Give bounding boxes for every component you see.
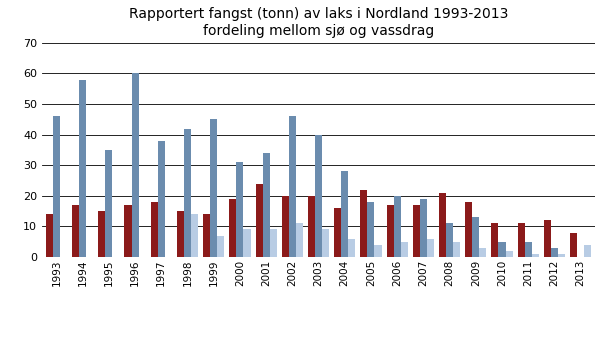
Bar <box>558 254 565 257</box>
Bar <box>374 245 382 257</box>
Bar <box>479 248 486 257</box>
Bar <box>551 248 558 257</box>
Bar <box>465 202 472 257</box>
Title: Rapportert fangst (tonn) av laks i Nordland 1993-2013
fordeling mellom sjø og va: Rapportert fangst (tonn) av laks i Nordl… <box>129 7 508 37</box>
Bar <box>72 205 79 257</box>
Bar <box>525 242 532 257</box>
Bar <box>132 74 139 257</box>
Bar <box>230 199 236 257</box>
Bar <box>401 242 407 257</box>
Bar <box>53 116 60 257</box>
Bar <box>367 202 374 257</box>
Bar <box>446 223 453 257</box>
Bar <box>322 230 329 257</box>
Bar <box>544 220 551 257</box>
Bar <box>570 232 577 257</box>
Bar <box>532 254 538 257</box>
Bar <box>492 223 498 257</box>
Bar <box>341 171 348 257</box>
Bar <box>517 223 525 257</box>
Bar <box>99 211 105 257</box>
Bar <box>348 239 355 257</box>
Bar <box>184 129 191 257</box>
Bar <box>427 239 434 257</box>
Bar <box>386 205 394 257</box>
Bar <box>505 251 513 257</box>
Bar <box>79 80 86 257</box>
Bar <box>210 119 217 257</box>
Bar <box>217 236 224 257</box>
Bar <box>296 223 303 257</box>
Bar <box>203 214 210 257</box>
Bar <box>413 205 420 257</box>
Bar <box>361 190 367 257</box>
Bar <box>472 217 479 257</box>
Bar <box>255 183 263 257</box>
Bar <box>453 242 460 257</box>
Bar <box>420 199 427 257</box>
Bar <box>282 196 289 257</box>
Bar <box>243 230 251 257</box>
Bar <box>105 150 112 257</box>
Bar <box>263 153 270 257</box>
Bar <box>158 141 165 257</box>
Bar <box>498 242 505 257</box>
Bar <box>289 116 296 257</box>
Bar <box>46 214 53 257</box>
Bar <box>584 245 591 257</box>
Bar <box>394 196 401 257</box>
Bar <box>308 196 315 257</box>
Bar <box>236 162 243 257</box>
Bar <box>191 214 198 257</box>
Bar <box>151 202 158 257</box>
Bar <box>177 211 184 257</box>
Bar <box>334 208 341 257</box>
Bar <box>124 205 132 257</box>
Bar <box>270 230 276 257</box>
Bar <box>315 135 322 257</box>
Bar <box>439 193 446 257</box>
